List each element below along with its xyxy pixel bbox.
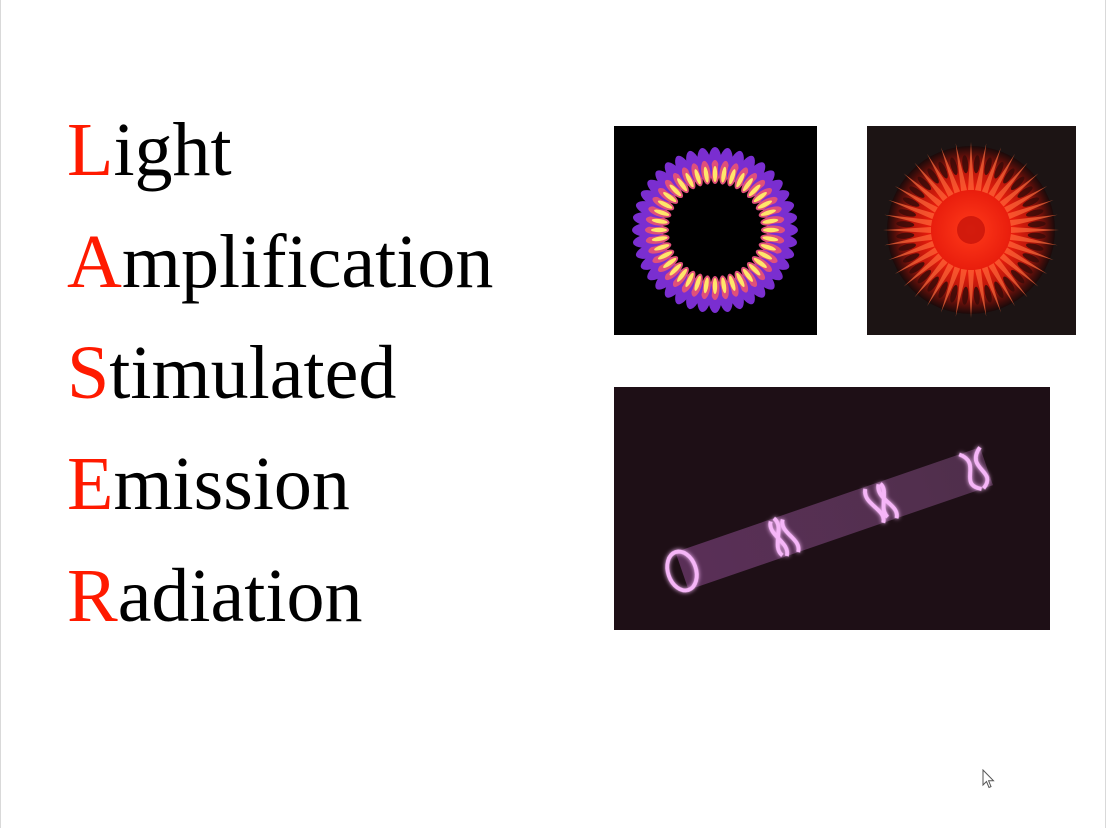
word-rest: mission — [113, 442, 350, 526]
initial-letter: L — [67, 108, 114, 192]
acronym-line-amplification: Amplification — [67, 224, 493, 300]
word-rest: timulated — [109, 331, 397, 415]
initial-letter: S — [67, 331, 110, 415]
initial-letter: R — [67, 554, 118, 638]
initial-letter: E — [67, 442, 114, 526]
acronym-line-emission: Emission — [67, 446, 350, 522]
red-starburst-image — [867, 126, 1076, 335]
purple-ring-image — [614, 126, 817, 335]
mouse-pointer-icon — [982, 769, 995, 789]
acronym-line-stimulated: Stimulated — [67, 335, 396, 411]
word-rest: adiation — [117, 554, 363, 638]
pink-laser-beam-image — [614, 387, 1050, 630]
acronym-line-light: Light — [67, 112, 232, 188]
acronym-line-radiation: Radiation — [67, 558, 363, 634]
initial-letter: A — [67, 220, 122, 304]
word-rest: ight — [113, 108, 232, 192]
word-rest: mplification — [121, 220, 494, 304]
